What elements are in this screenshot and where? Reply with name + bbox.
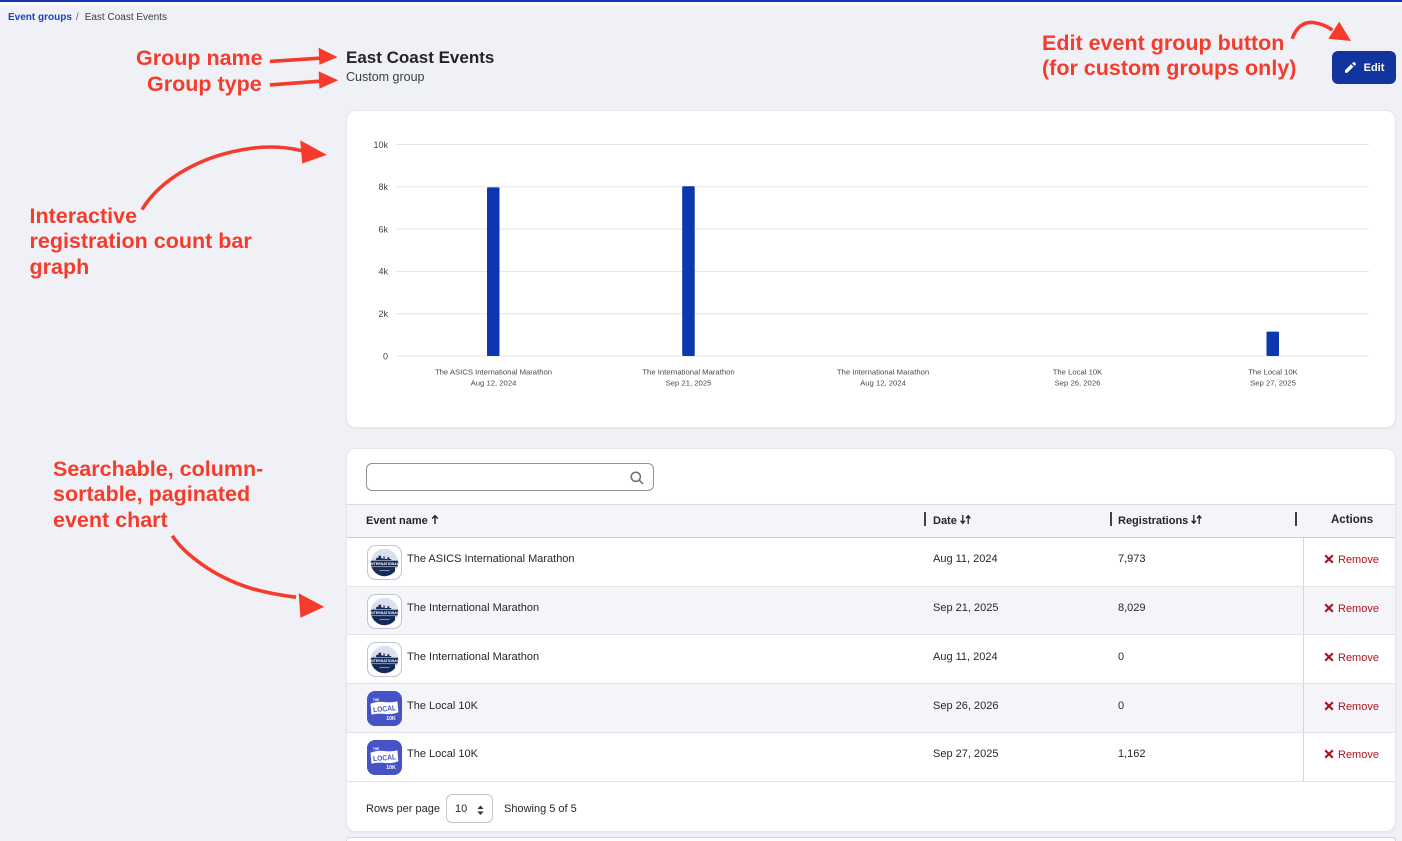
svg-text:Aug 12, 2024: Aug 12, 2024 — [471, 378, 517, 387]
svg-text:the: the — [383, 556, 387, 560]
svg-text:0: 0 — [383, 351, 388, 361]
svg-text:Sep 21, 2025: Sep 21, 2025 — [666, 378, 712, 387]
svg-text:LOCAL: LOCAL — [373, 703, 397, 714]
svg-text:10k: 10k — [373, 140, 388, 150]
svg-text:Aug 12, 2024: Aug 12, 2024 — [860, 378, 906, 387]
svg-text:8k: 8k — [378, 182, 388, 192]
svg-text:6k: 6k — [378, 224, 388, 234]
svg-text:The Local 10K: The Local 10K — [1248, 367, 1298, 376]
svg-text:2k: 2k — [378, 309, 388, 319]
svg-text:the: the — [383, 605, 387, 609]
svg-text:The International Marathon: The International Marathon — [642, 367, 734, 376]
svg-text:The ASICS International Marath: The ASICS International Marathon — [435, 367, 552, 376]
svg-text:The Local 10K: The Local 10K — [1053, 367, 1103, 376]
svg-text:LOCAL: LOCAL — [373, 752, 397, 763]
svg-text:4k: 4k — [378, 267, 388, 277]
svg-text:THE: THE — [373, 746, 379, 750]
svg-text:Sep 27, 2025: Sep 27, 2025 — [1250, 378, 1296, 387]
svg-text:INTERNATIONAL: INTERNATIONAL — [370, 611, 400, 615]
svg-text:the: the — [383, 653, 387, 657]
svg-text:INTERNATIONAL: INTERNATIONAL — [370, 562, 400, 566]
svg-text:10K: 10K — [386, 716, 396, 722]
svg-text:The International Marathon: The International Marathon — [837, 367, 929, 376]
svg-text:THE: THE — [373, 698, 379, 702]
svg-text:10K: 10K — [386, 765, 396, 771]
svg-text:INTERNATIONAL: INTERNATIONAL — [370, 659, 400, 663]
svg-text:Sep 26, 2026: Sep 26, 2026 — [1055, 378, 1101, 387]
